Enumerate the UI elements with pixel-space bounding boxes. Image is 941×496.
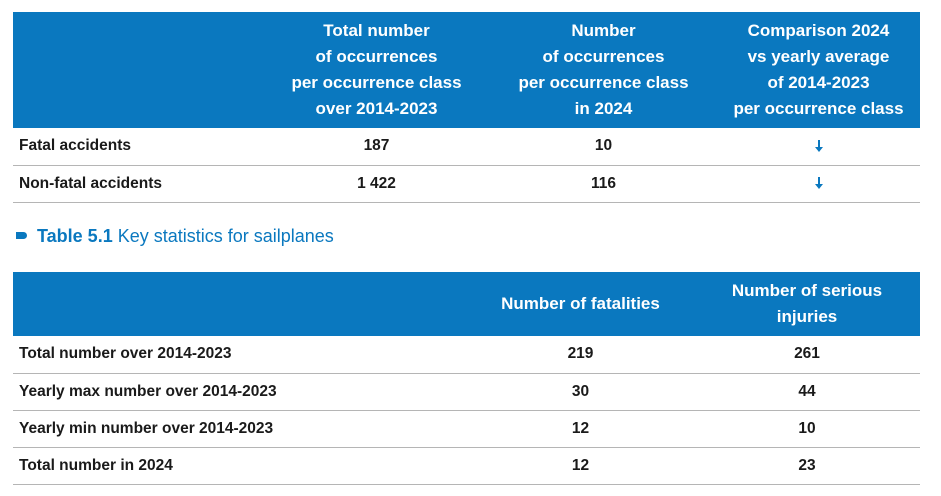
fatalities-cell: 12 <box>467 447 694 485</box>
occurrences-table: Total number of occurrences per occurren… <box>13 12 920 203</box>
fatalities-cell: 30 <box>467 373 694 411</box>
header-serious-injuries: Number of serious injuries <box>694 272 920 336</box>
row-label: Fatal accidents <box>13 128 263 166</box>
table-row: Fatal accidents 187 10 <box>13 128 920 166</box>
row-label: Total number over 2014-2023 <box>13 336 467 374</box>
total-2014-2023-cell: 1 422 <box>263 165 490 203</box>
arrow-down-icon <box>814 140 823 153</box>
row-label: Non-fatal accidents <box>13 165 263 203</box>
header-line: in 2024 <box>574 99 633 118</box>
table-row: Total number over 2014-2023 219 261 <box>13 336 920 374</box>
caption-text: Key statistics for sailplanes <box>117 226 334 246</box>
fatalities-cell: 12 <box>467 410 694 448</box>
caption-marker-icon <box>16 231 27 239</box>
fatalities-table: Number of fatalities Number of serious i… <box>13 272 920 485</box>
table-caption: Table 5.1 Key statistics for sailplanes <box>16 224 334 248</box>
row-label: Total number in 2024 <box>13 447 467 485</box>
header-line: injuries <box>776 307 838 326</box>
total-2014-2023-cell: 187 <box>263 128 490 166</box>
arrow-down-icon <box>814 177 823 190</box>
header-line: per occurrence class <box>291 73 462 92</box>
header-line: of occurrences <box>315 47 438 66</box>
header-line: vs yearly average <box>747 47 890 66</box>
header-line: per occurrence class <box>733 99 904 118</box>
header-total-occurrences: Total number of occurrences per occurren… <box>263 12 490 128</box>
header-comparison: Comparison 2024 vs yearly average of 201… <box>717 12 920 128</box>
header-line: Comparison 2024 <box>747 21 890 40</box>
serious-injuries-cell: 261 <box>694 336 920 374</box>
serious-injuries-cell: 23 <box>694 447 920 485</box>
row-label: Yearly max number over 2014-2023 <box>13 373 467 411</box>
header-fatalities: Number of fatalities <box>467 272 694 336</box>
count-2024-cell: 116 <box>490 165 717 203</box>
table-row: Non-fatal accidents 1 422 116 <box>13 165 920 203</box>
header-line: of occurrences <box>542 47 665 66</box>
header-line: of 2014-2023 <box>767 73 870 92</box>
table-row: Total number in 2024 12 23 <box>13 447 920 485</box>
count-2024-cell: 10 <box>490 128 717 166</box>
comparison-cell <box>717 128 920 166</box>
header-line: Number of serious <box>731 281 883 300</box>
table-row: Yearly max number over 2014-2023 30 44 <box>13 373 920 411</box>
header-line: Number <box>571 21 636 40</box>
header-occurrences-2024: Number of occurrences per occurrence cla… <box>490 12 717 128</box>
header-empty <box>13 272 467 336</box>
header-line: over 2014-2023 <box>315 99 438 118</box>
caption-number: Table 5.1 <box>37 226 113 246</box>
table-row: Yearly min number over 2014-2023 12 10 <box>13 410 920 448</box>
fatalities-header-row: Number of fatalities Number of serious i… <box>13 272 920 336</box>
serious-injuries-cell: 44 <box>694 373 920 411</box>
header-empty <box>13 12 263 128</box>
row-label: Yearly min number over 2014-2023 <box>13 410 467 448</box>
occurrences-header-row: Total number of occurrences per occurren… <box>13 12 920 128</box>
comparison-cell <box>717 165 920 203</box>
header-line: per occurrence class <box>518 73 689 92</box>
serious-injuries-cell: 10 <box>694 410 920 448</box>
header-line: Total number <box>323 21 430 40</box>
fatalities-cell: 219 <box>467 336 694 374</box>
